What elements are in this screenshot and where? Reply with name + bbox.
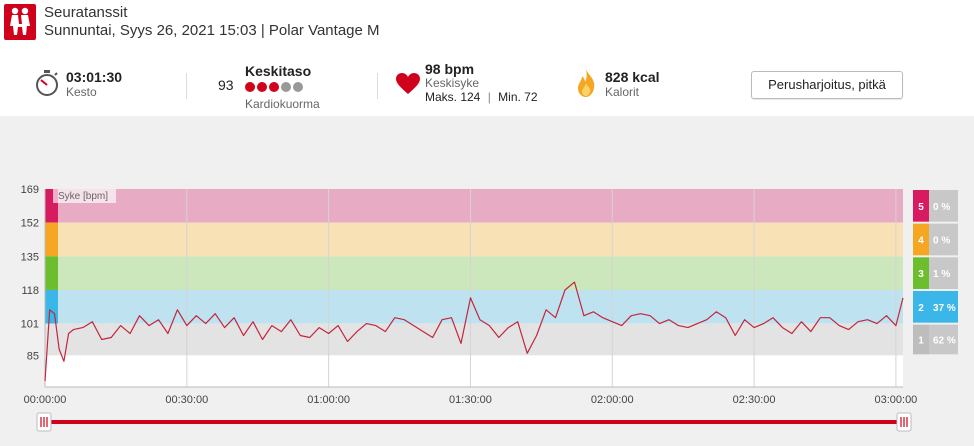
series-label: Syke [bpm] (58, 191, 108, 202)
cardio-load-label: Kardiokuorma (245, 97, 320, 111)
zone-strip-2 (45, 289, 58, 324)
x-tick-label: 01:30:00 (449, 394, 492, 406)
zone-badge-4: 4 0 % (913, 223, 958, 256)
zone-band-1 (45, 323, 903, 356)
zone-percent-bg (929, 223, 958, 256)
heart-icon (396, 73, 420, 94)
cardio-load-dot (269, 82, 279, 92)
training-type-button[interactable]: Perusharjoitus, pitkä (751, 71, 903, 99)
range-slider-track[interactable] (43, 420, 905, 424)
y-tick-label: 135 (21, 251, 39, 263)
cardio-load-dot (293, 82, 303, 92)
zone-percent-bg (929, 257, 958, 289)
zone-strip-4 (45, 222, 58, 257)
zone-number-bg (913, 324, 929, 355)
heart-rate-chart[interactable]: 00:00:00 00:30:00 01:00:00 01:30:00 02:00:00… (0, 116, 974, 446)
divider (377, 73, 378, 99)
cardio-load-dot (281, 82, 291, 92)
dancing-couple-icon (4, 4, 36, 40)
zone-strip-3 (45, 256, 58, 290)
y-tick-label: 101 (21, 319, 39, 331)
zone-percent: 37 % (933, 303, 956, 314)
stopwatch-icon (36, 70, 58, 96)
cardio-load-dot (257, 82, 267, 92)
zone-percent: 0 % (933, 235, 950, 246)
session-header: Seuratanssit Sunnuntai, Syys 26, 2021 15… (0, 0, 974, 48)
zone-percent: 0 % (933, 202, 950, 213)
duration-value: 03:01:30 (66, 69, 123, 85)
zone-badge-5: 5 0 % (913, 190, 958, 222)
zone-band-3 (45, 256, 903, 290)
zone-number: 2 (918, 303, 924, 314)
calories-label: Kalorit (605, 85, 640, 99)
zone-band-4 (45, 222, 903, 257)
sport-name: Seuratanssit (44, 4, 128, 21)
x-tick-label: 03:00:00 (874, 394, 917, 406)
zone-number-bg (913, 223, 929, 256)
zone-number: 3 (918, 269, 924, 280)
zone-percent-bg (929, 290, 958, 323)
zone-number-bg (913, 290, 929, 323)
duration-label: Kesto (66, 85, 97, 99)
zone-percent: 62 % (933, 335, 956, 346)
zone-badge-2: 2 37 % (913, 290, 958, 323)
summary-bar: 03:01:30 Kesto 93 Keskitaso Kardiokuorma… (0, 55, 974, 115)
zone-number: 5 (918, 202, 924, 213)
zone-number: 4 (918, 235, 924, 246)
cardio-load-dot (245, 82, 255, 92)
zone-number-bg (913, 190, 929, 222)
heart-rate-chart-area: 00:00:00 00:30:00 01:00:00 01:30:00 02:00:00… (0, 116, 974, 446)
zone-percent-bg (929, 324, 958, 355)
divider (186, 73, 187, 99)
x-tick-label: 01:00:00 (307, 394, 350, 406)
series-label-bg (53, 189, 116, 203)
y-tick-label: 118 (21, 285, 39, 297)
calories-value: 828 kcal (605, 69, 660, 85)
heart-rate-line (44, 281, 904, 382)
avg-hr-value: 98 bpm (425, 61, 475, 77)
avg-hr-label: Keskisyke (425, 76, 480, 90)
zone-number: 1 (918, 335, 924, 346)
min-hr: Min. 72 (498, 90, 538, 104)
x-tick-label: 02:30:00 (733, 394, 776, 406)
x-tick-label: 00:00:00 (24, 394, 67, 406)
zone-badge-3: 3 1 % (913, 257, 958, 289)
zone-percent-bg (929, 190, 958, 222)
y-tick-label: 169 (21, 184, 39, 196)
max-hr: Maks. 124 (425, 90, 481, 104)
session-subtitle: Sunnuntai, Syys 26, 2021 15:03 | Polar V… (44, 22, 380, 39)
flame-icon (578, 69, 595, 97)
x-tick-label: 02:00:00 (591, 394, 634, 406)
hr-separator: | (487, 90, 491, 104)
y-tick-label: 85 (27, 350, 39, 362)
zone-percent: 1 % (933, 269, 950, 280)
cardio-load-dots (245, 82, 303, 92)
x-tick-label: 00:30:00 (165, 394, 208, 406)
y-tick-label: 152 (21, 218, 39, 230)
zone-number-bg (913, 257, 929, 289)
zone-badge-1: 1 62 % (913, 324, 958, 355)
cardio-load-value: 93 (218, 77, 234, 93)
cardio-load-title: Keskitaso (245, 63, 312, 79)
zone-band-5 (45, 189, 903, 223)
